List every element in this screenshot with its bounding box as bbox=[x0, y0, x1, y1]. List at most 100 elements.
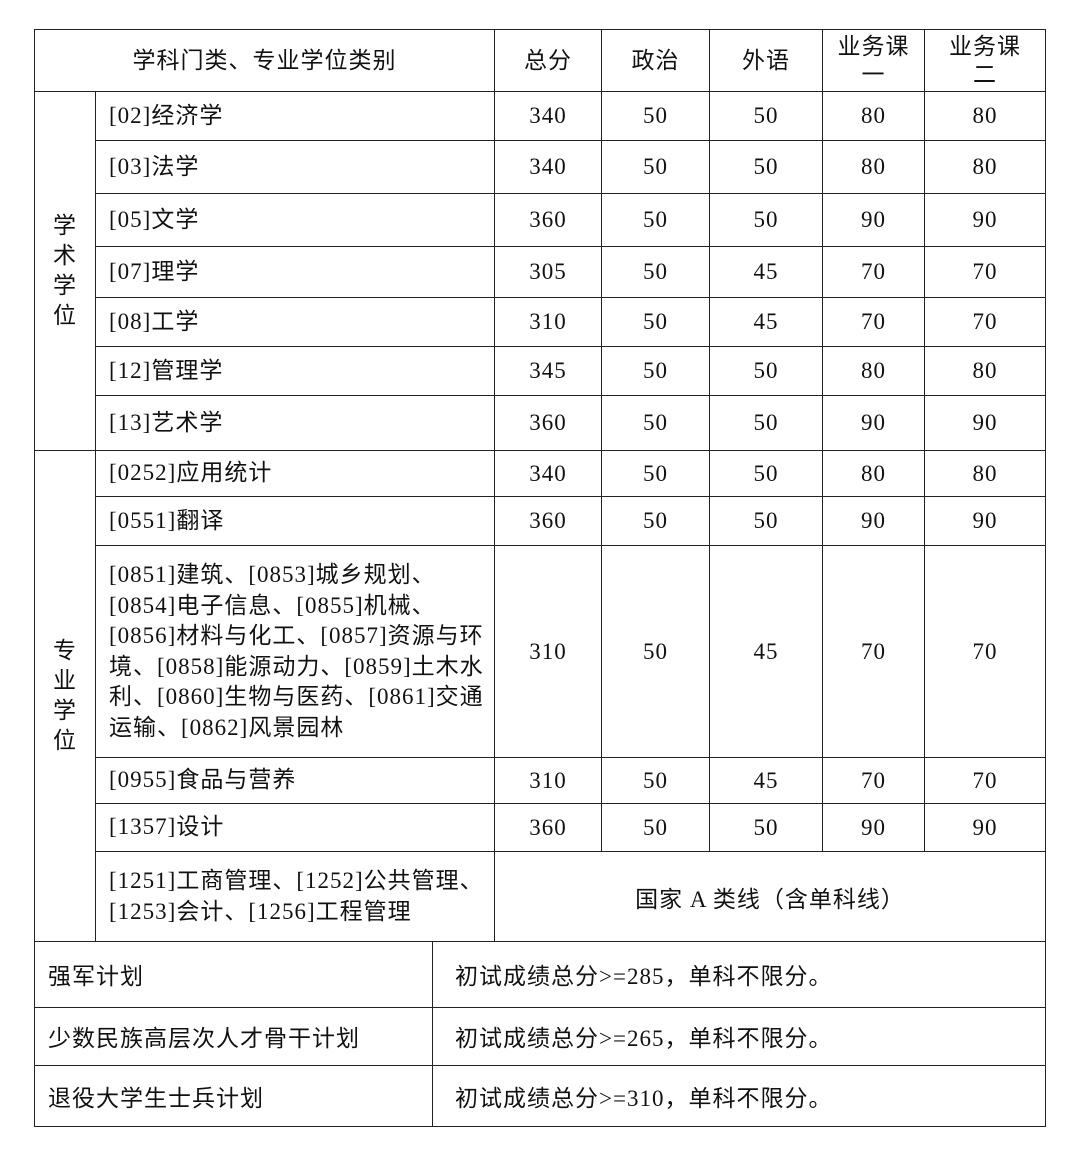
score-politics: 50 bbox=[601, 757, 710, 804]
score-politics: 50 bbox=[601, 91, 710, 141]
score-subject-1: 70 bbox=[822, 545, 925, 758]
degree-type-label: 专业学位 bbox=[53, 638, 77, 753]
score-subject-1: 80 bbox=[822, 91, 925, 141]
score-subject-2: 90 bbox=[924, 496, 1046, 546]
table-row: [0955]食品与营养 310 50 45 70 70 bbox=[35, 757, 1046, 804]
header-foreign-language: 外语 bbox=[709, 29, 823, 92]
merged-score-note: 国家 A 类线（含单科线） bbox=[494, 851, 1046, 942]
score-subject-1: 70 bbox=[822, 297, 925, 347]
discipline-name: [0252]应用统计 bbox=[95, 450, 495, 497]
score-total: 345 bbox=[494, 346, 602, 396]
score-politics: 50 bbox=[601, 450, 710, 497]
score-subject-1: 70 bbox=[822, 757, 925, 804]
plan-name: 退役大学生士兵计划 bbox=[34, 1064, 433, 1127]
score-foreign-language: 50 bbox=[709, 496, 823, 546]
table-row: [08]工学 310 50 45 70 70 bbox=[35, 297, 1046, 347]
discipline-name: [12]管理学 bbox=[95, 346, 495, 396]
plan-row: 强军计划 初试成绩总分>=285，单科不限分。 bbox=[34, 941, 1046, 1008]
table-row: [0551]翻译 360 50 50 90 90 bbox=[35, 496, 1046, 546]
score-total: 360 bbox=[494, 395, 602, 451]
score-politics: 50 bbox=[601, 193, 710, 247]
header-subject-1: 业务课一 bbox=[822, 29, 925, 92]
score-politics: 50 bbox=[601, 140, 710, 194]
score-total: 340 bbox=[494, 91, 602, 141]
discipline-name: [0551]翻译 bbox=[95, 496, 495, 546]
score-subject-2: 70 bbox=[924, 757, 1046, 804]
degree-type-label: 学术学位 bbox=[53, 213, 77, 328]
score-subject-2: 70 bbox=[924, 545, 1046, 758]
degree-type-cell: 学术学位 bbox=[34, 91, 96, 451]
discipline-name: [1251]工商管理、[1252]公共管理、[1253]会计、[1256]工程管… bbox=[95, 851, 495, 942]
score-subject-2: 80 bbox=[924, 346, 1046, 396]
score-total: 360 bbox=[494, 496, 602, 546]
score-subject-1: 70 bbox=[822, 246, 925, 298]
score-subject-1: 80 bbox=[822, 346, 925, 396]
discipline-name: [02]经济学 bbox=[95, 91, 495, 141]
score-politics: 50 bbox=[601, 297, 710, 347]
table-row: 学术学位 [02]经济学 340 50 50 80 80 bbox=[34, 91, 1046, 451]
plan-rule: 初试成绩总分>=310，单科不限分。 bbox=[432, 1064, 1046, 1127]
discipline-name: [07]理学 bbox=[95, 246, 495, 298]
discipline-name: [1357]设计 bbox=[95, 803, 495, 852]
plan-row: 退役大学生士兵计划 初试成绩总分>=310，单科不限分。 bbox=[34, 1064, 1046, 1127]
score-politics: 50 bbox=[601, 346, 710, 396]
score-total: 310 bbox=[494, 297, 602, 347]
header-row: 学科门类、专业学位类别 总分 政治 外语 业务课一 业务课二 bbox=[34, 29, 1046, 92]
score-subject-2: 90 bbox=[924, 193, 1046, 247]
plan-row: 少数民族高层次人才骨干计划 初试成绩总分>=265，单科不限分。 bbox=[34, 1006, 1046, 1066]
score-subject-1: 90 bbox=[822, 395, 925, 451]
score-total: 340 bbox=[494, 140, 602, 194]
score-foreign-language: 50 bbox=[709, 193, 823, 247]
score-subject-1: 90 bbox=[822, 496, 925, 546]
score-subject-1: 80 bbox=[822, 140, 925, 194]
score-subject-1: 80 bbox=[822, 450, 925, 497]
score-total: 360 bbox=[494, 803, 602, 852]
header-subject-2: 业务课二 bbox=[924, 29, 1046, 92]
plan-rule: 初试成绩总分>=285，单科不限分。 bbox=[432, 941, 1046, 1008]
table-row: [0851]建筑、[0853]城乡规划、[0854]电子信息、[0855]机械、… bbox=[35, 545, 1046, 758]
header-politics: 政治 bbox=[601, 29, 710, 92]
score-subject-2: 70 bbox=[924, 297, 1046, 347]
table-row: [1357]设计 360 50 50 90 90 bbox=[35, 803, 1046, 852]
table-row: [13]艺术学 360 50 50 90 90 bbox=[35, 395, 1046, 451]
score-politics: 50 bbox=[601, 395, 710, 451]
table-row: [07]理学 305 50 45 70 70 bbox=[35, 246, 1046, 298]
score-foreign-language: 45 bbox=[709, 545, 823, 758]
header-category: 学科门类、专业学位类别 bbox=[34, 29, 495, 92]
score-foreign-language: 50 bbox=[709, 346, 823, 396]
special-plans-table: 强军计划 初试成绩总分>=285，单科不限分。 少数民族高层次人才骨干计划 初试成绩总… bbox=[34, 941, 1046, 1127]
plan-name: 少数民族高层次人才骨干计划 bbox=[34, 1006, 433, 1066]
score-foreign-language: 50 bbox=[709, 395, 823, 451]
discipline-name: [03]法学 bbox=[95, 140, 495, 194]
score-subject-1: 90 bbox=[822, 803, 925, 852]
score-subject-2: 90 bbox=[924, 395, 1046, 451]
score-subject-2: 80 bbox=[924, 140, 1046, 194]
score-total: 310 bbox=[494, 545, 602, 758]
score-politics: 50 bbox=[601, 496, 710, 546]
score-total: 305 bbox=[494, 246, 602, 298]
score-foreign-language: 50 bbox=[709, 803, 823, 852]
table-row: [1251]工商管理、[1252]公共管理、[1253]会计、[1256]工程管… bbox=[35, 851, 1046, 942]
discipline-name: [05]文学 bbox=[95, 193, 495, 247]
score-politics: 50 bbox=[601, 545, 710, 758]
header-total: 总分 bbox=[494, 29, 602, 92]
score-subject-2: 70 bbox=[924, 246, 1046, 298]
score-foreign-language: 45 bbox=[709, 757, 823, 804]
score-foreign-language: 45 bbox=[709, 246, 823, 298]
score-total: 360 bbox=[494, 193, 602, 247]
discipline-name: [0955]食品与营养 bbox=[95, 757, 495, 804]
score-politics: 50 bbox=[601, 246, 710, 298]
discipline-name: [0851]建筑、[0853]城乡规划、[0854]电子信息、[0855]机械、… bbox=[95, 545, 495, 758]
table-row: [03]法学 340 50 50 80 80 bbox=[35, 140, 1046, 194]
table-row: [12]管理学 345 50 50 80 80 bbox=[35, 346, 1046, 396]
score-total: 340 bbox=[494, 450, 602, 497]
score-subject-2: 80 bbox=[924, 450, 1046, 497]
score-subject-2: 80 bbox=[924, 91, 1046, 141]
plan-name: 强军计划 bbox=[34, 941, 433, 1008]
score-subject-2: 90 bbox=[924, 803, 1046, 852]
score-table: 学科门类、专业学位类别 总分 政治 外语 业务课一 业务课二 学术学位 [02]经… bbox=[34, 29, 1046, 942]
score-subject-1: 90 bbox=[822, 193, 925, 247]
discipline-name: [08]工学 bbox=[95, 297, 495, 347]
score-foreign-language: 50 bbox=[709, 450, 823, 497]
table-row: 专业学位 [0252]应用统计 340 50 50 80 80 bbox=[34, 450, 1046, 942]
